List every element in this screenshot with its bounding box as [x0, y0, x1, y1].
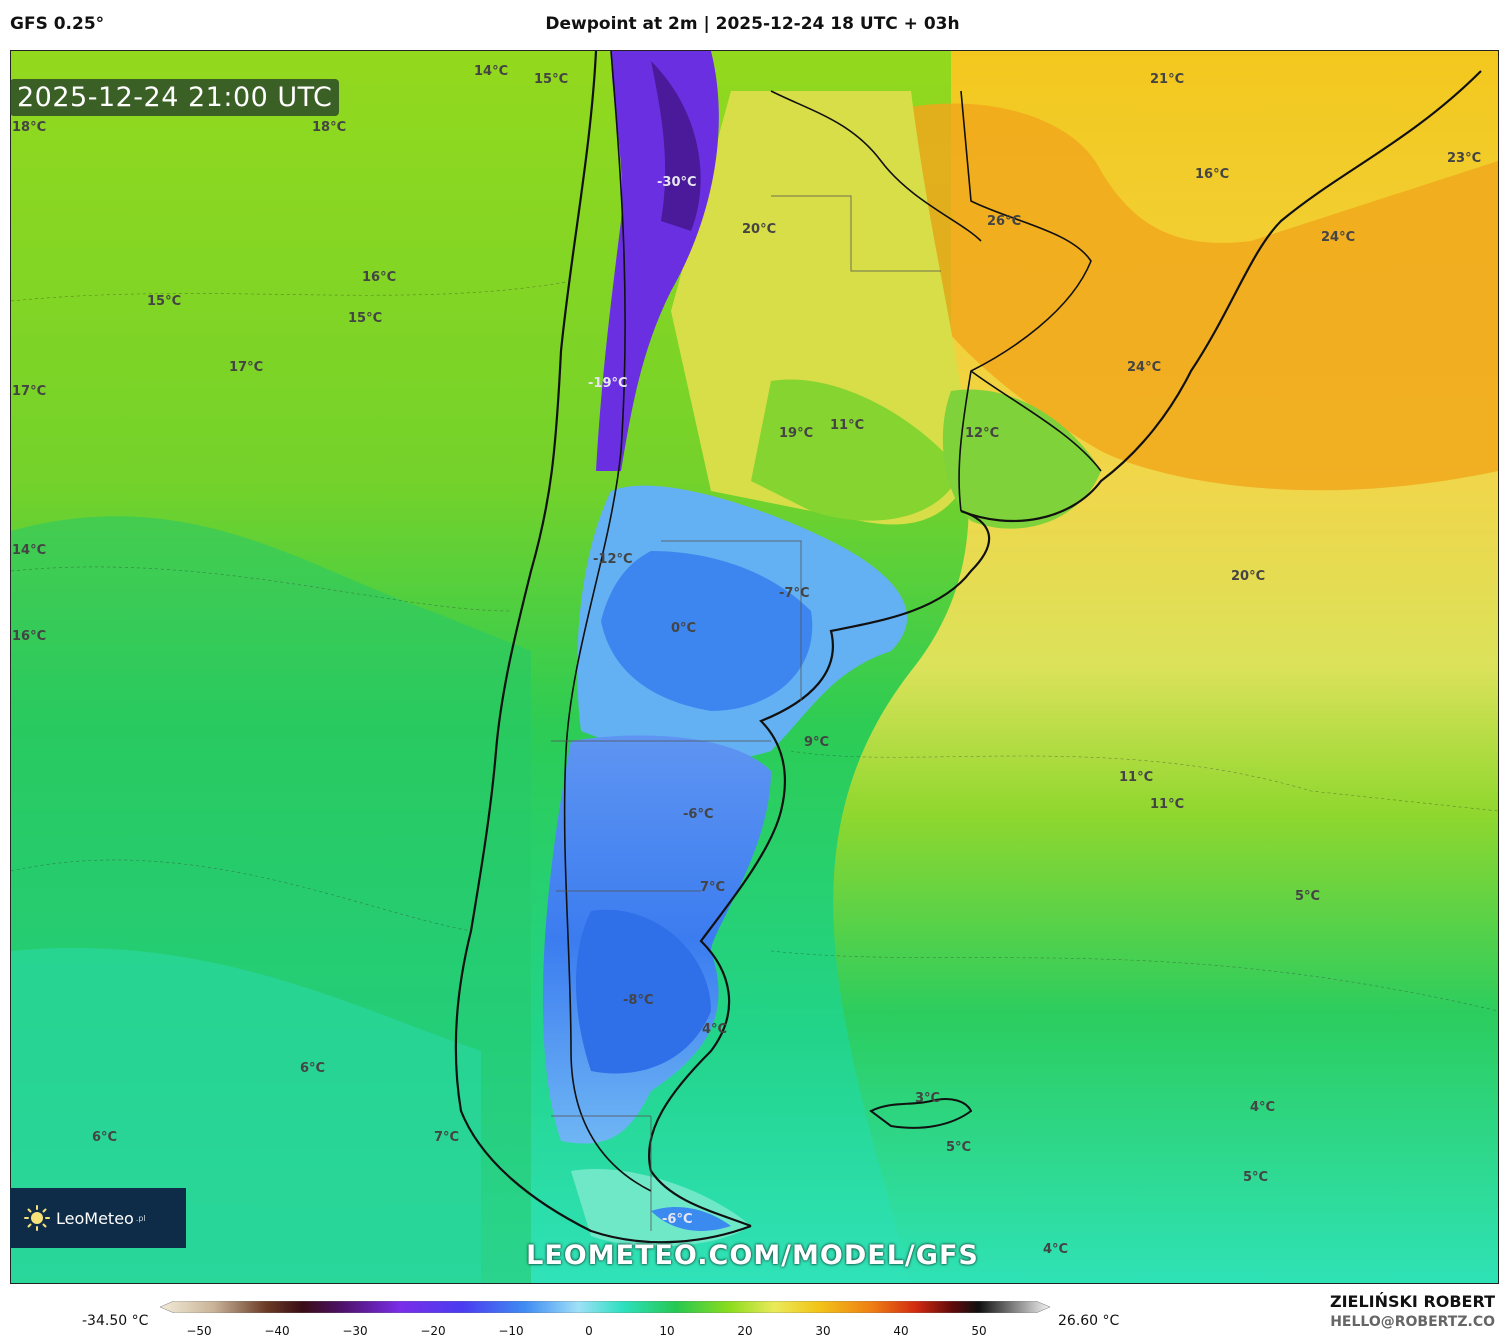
legend-tick: 10 [659, 1324, 675, 1338]
temp-label: 24°C [1321, 230, 1356, 245]
temp-label: 0°C [671, 621, 697, 636]
leometeo-logo[interactable]: LeoMeteo .pl [10, 1188, 186, 1248]
temp-label: -6°C [662, 1212, 693, 1227]
temp-label: 23°C [1447, 151, 1482, 166]
chart-title: Dewpoint at 2m | 2025-12-24 18 UTC + 03h [545, 14, 960, 34]
temp-label: 18°C [312, 120, 347, 135]
dewpoint-map [10, 50, 1499, 1284]
temp-label: 4°C [702, 1022, 728, 1037]
temp-label: 4°C [1043, 1242, 1069, 1257]
temp-label: 20°C [1231, 569, 1266, 584]
map-canvas [11, 51, 1498, 1283]
model-name: GFS 0.25° [10, 14, 105, 34]
legend-tick: 30 [815, 1324, 831, 1338]
legend-tick: −10 [498, 1324, 524, 1338]
color-scale-bar [160, 1301, 1050, 1313]
temp-label: 12°C [965, 426, 1000, 441]
temp-label: 16°C [1195, 167, 1230, 182]
temp-label: -12°C [593, 552, 633, 567]
temp-label: 5°C [946, 1140, 972, 1155]
temp-label: 7°C [700, 880, 726, 895]
temp-label: -7°C [779, 586, 810, 601]
temp-label: 4°C [1250, 1100, 1276, 1115]
temp-label: 21°C [1150, 72, 1185, 87]
temp-label: 18°C [12, 120, 47, 135]
author-email[interactable]: HELLO@ROBERTZ.CO [1330, 1314, 1495, 1330]
legend-tick: −50 [186, 1324, 212, 1338]
temp-label: 6°C [92, 1130, 118, 1145]
temp-label: 16°C [362, 270, 397, 285]
watermark-url: LEOMETEO.COM/MODEL/GFS [526, 1240, 979, 1271]
temp-label: -6°C [683, 807, 714, 822]
temp-label: 11°C [1150, 797, 1185, 812]
temp-label: 15°C [147, 294, 182, 309]
temp-label: 14°C [12, 543, 47, 558]
temp-label: 5°C [1295, 889, 1321, 904]
temp-label: 3°C [915, 1091, 941, 1106]
temp-label: 15°C [534, 72, 569, 87]
temp-label: -8°C [623, 993, 654, 1008]
valid-time-badge: 2025-12-24 21:00 UTC [10, 79, 340, 116]
temp-label: 26°C [987, 214, 1022, 229]
legend-tick: −30 [342, 1324, 368, 1338]
temp-label: 9°C [804, 735, 830, 750]
legend-max: 26.60 °C [1058, 1313, 1120, 1329]
temp-label: 20°C [742, 222, 777, 237]
temp-label: -19°C [588, 376, 628, 391]
temp-label: 6°C [300, 1061, 326, 1076]
legend-tick: 40 [893, 1324, 909, 1338]
legend-tick: 0 [585, 1324, 593, 1338]
temp-label: 17°C [229, 360, 264, 375]
legend-tick: 20 [737, 1324, 753, 1338]
legend-tick: −20 [420, 1324, 446, 1338]
temp-label: 17°C [12, 384, 47, 399]
author-name: ZIELIŃSKI ROBERT [1329, 1292, 1495, 1311]
temp-label: 15°C [348, 311, 383, 326]
logo-text: LeoMeteo [56, 1208, 134, 1228]
temp-label: 11°C [1119, 770, 1154, 785]
sun-icon [24, 1205, 50, 1231]
temp-label: 14°C [474, 64, 509, 79]
temp-label: 11°C [830, 418, 865, 433]
legend-tick: 50 [971, 1324, 987, 1338]
logo-suffix: .pl [135, 1213, 146, 1223]
temp-label: 24°C [1127, 360, 1162, 375]
legend-min: -34.50 °C [82, 1313, 149, 1329]
temp-label: -30°C [657, 175, 697, 190]
temp-label: 19°C [779, 426, 814, 441]
legend-tick: −40 [264, 1324, 290, 1338]
temp-label: 7°C [434, 1130, 460, 1145]
temp-label: 5°C [1243, 1170, 1269, 1185]
temp-label: 16°C [12, 629, 47, 644]
